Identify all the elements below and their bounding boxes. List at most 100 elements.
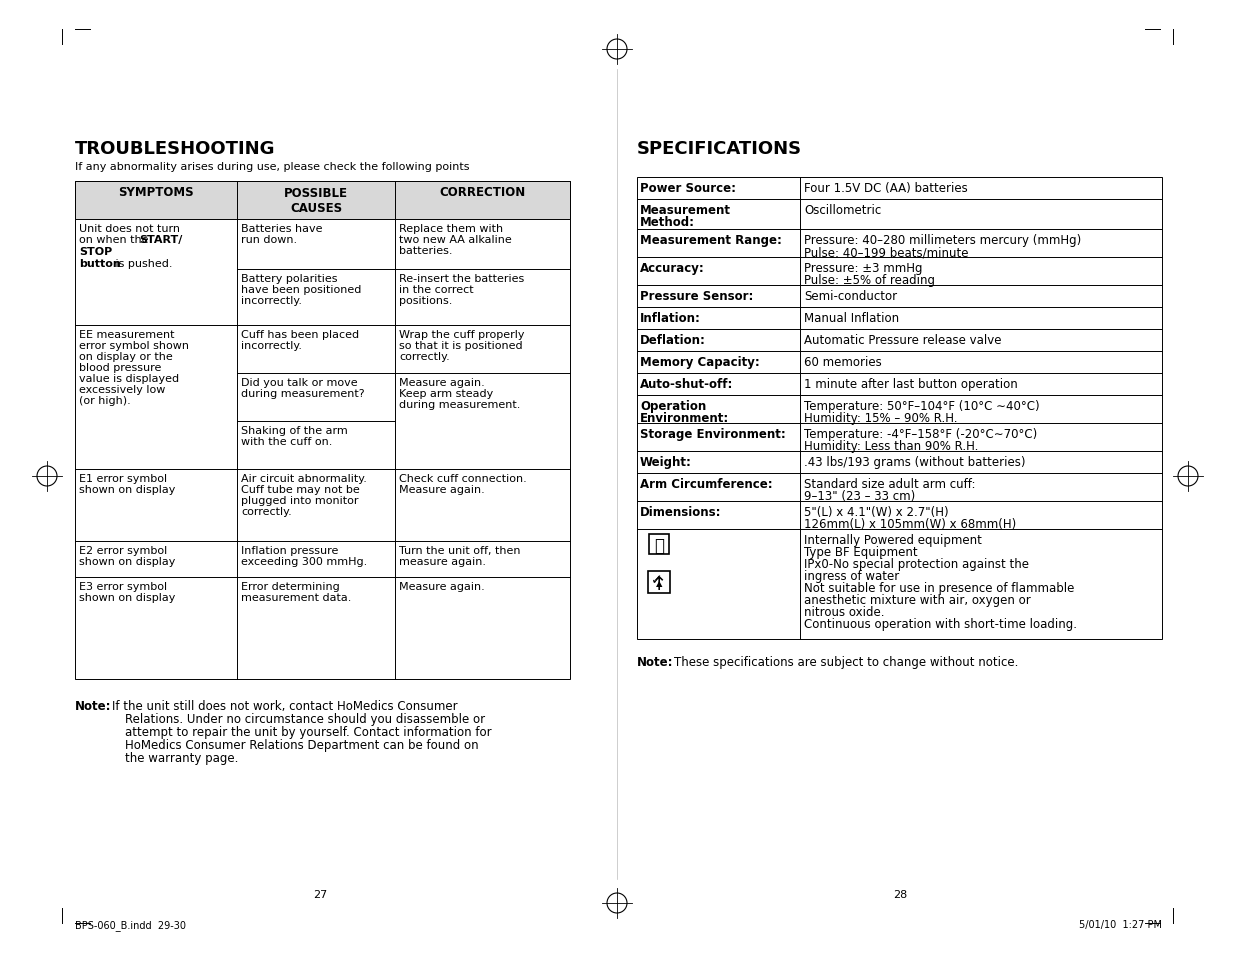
Text: Wrap the cuff properly: Wrap the cuff properly [399, 330, 525, 339]
Text: .43 lbs/193 grams (without batteries): .43 lbs/193 grams (without batteries) [804, 456, 1025, 469]
Text: two new AA alkaline: two new AA alkaline [399, 234, 511, 245]
Text: Inflation:: Inflation: [640, 312, 701, 325]
Text: excessively low: excessively low [79, 385, 165, 395]
Text: Pressure: ±3 mmHg: Pressure: ±3 mmHg [804, 262, 923, 274]
Text: Manual Inflation: Manual Inflation [804, 312, 899, 325]
Text: STOP: STOP [79, 247, 112, 256]
Text: Temperature: 50°F–104°F (10°C ∼40°C): Temperature: 50°F–104°F (10°C ∼40°C) [804, 399, 1040, 413]
Text: Deflation:: Deflation: [640, 334, 706, 347]
Text: Humidity: 15% – 90% R.H.: Humidity: 15% – 90% R.H. [804, 412, 957, 424]
Text: SPECIFICATIONS: SPECIFICATIONS [637, 140, 802, 158]
Text: Internally Powered equipment: Internally Powered equipment [804, 534, 982, 546]
Text: 27: 27 [312, 889, 327, 899]
Text: HoMedics Consumer Relations Department can be found on: HoMedics Consumer Relations Department c… [125, 739, 479, 751]
Text: E2 error symbol: E2 error symbol [79, 545, 167, 556]
Text: Turn the unit off, then: Turn the unit off, then [399, 545, 520, 556]
Text: Not suitable for use in presence of flammable: Not suitable for use in presence of flam… [804, 581, 1074, 595]
Text: Measure again.: Measure again. [399, 484, 485, 495]
Text: Note:: Note: [637, 656, 673, 668]
Text: Storage Environment:: Storage Environment: [640, 428, 785, 440]
Text: exceeding 300 mmHg.: exceeding 300 mmHg. [241, 557, 367, 566]
Text: Measurement Range:: Measurement Range: [640, 233, 782, 247]
Text: 5"(L) x 4.1"(W) x 2.7"(H): 5"(L) x 4.1"(W) x 2.7"(H) [804, 505, 948, 518]
Text: Measure again.: Measure again. [399, 581, 485, 592]
Text: SYMPTOMS: SYMPTOMS [119, 186, 194, 199]
Text: run down.: run down. [241, 234, 298, 245]
Text: measurement data.: measurement data. [241, 593, 352, 602]
Text: Check cuff connection.: Check cuff connection. [399, 474, 527, 483]
Text: CORRECTION: CORRECTION [438, 186, 525, 199]
Text: Four 1.5V DC (AA) batteries: Four 1.5V DC (AA) batteries [804, 182, 968, 194]
Text: positions.: positions. [399, 295, 452, 306]
Text: during measurement.: during measurement. [399, 399, 520, 410]
Text: during measurement?: during measurement? [241, 389, 364, 398]
Text: Relations. Under no circumstance should you disassemble or: Relations. Under no circumstance should … [125, 712, 485, 725]
Text: so that it is positioned: so that it is positioned [399, 340, 522, 351]
Text: shown on display: shown on display [79, 557, 175, 566]
Text: the warranty page.: the warranty page. [125, 751, 238, 764]
Text: START/: START/ [140, 234, 183, 245]
Text: Air circuit abnormality.: Air circuit abnormality. [241, 474, 367, 483]
Text: correctly.: correctly. [241, 506, 291, 517]
Text: ingress of water: ingress of water [804, 569, 899, 582]
Text: Accuracy:: Accuracy: [640, 262, 705, 274]
Text: is pushed.: is pushed. [112, 258, 173, 269]
Text: BPS-060_B.indd  29-30: BPS-060_B.indd 29-30 [75, 919, 186, 930]
Text: Memory Capacity:: Memory Capacity: [640, 355, 760, 369]
Text: If any abnormality arises during use, please check the following points: If any abnormality arises during use, pl… [75, 162, 469, 172]
Text: Oscillometric: Oscillometric [804, 204, 882, 216]
Text: 28: 28 [893, 889, 908, 899]
Text: Keep arm steady: Keep arm steady [399, 389, 493, 398]
Text: Auto-shut-off:: Auto-shut-off: [640, 377, 734, 391]
Text: EE measurement: EE measurement [79, 330, 174, 339]
Text: Cuff tube may not be: Cuff tube may not be [241, 484, 359, 495]
Text: shown on display: shown on display [79, 593, 175, 602]
Bar [75, 182, 571, 679]
Bar [648, 572, 671, 594]
Text: Type BF Equipment: Type BF Equipment [804, 545, 918, 558]
Text: Inflation pressure: Inflation pressure [241, 545, 338, 556]
Text: shown on display: shown on display [79, 484, 175, 495]
Text: correctly.: correctly. [399, 352, 450, 361]
Text: Power Source:: Power Source: [640, 182, 736, 194]
Text: batteries.: batteries. [399, 246, 452, 255]
Text: Measurement: Measurement [640, 204, 731, 216]
Text: Unit does not turn: Unit does not turn [79, 224, 180, 233]
Text: measure again.: measure again. [399, 557, 487, 566]
Text: 1 minute after last button operation: 1 minute after last button operation [804, 377, 1018, 391]
Text: have been positioned: have been positioned [241, 285, 362, 294]
Text: Weight:: Weight: [640, 456, 692, 469]
Text: E3 error symbol: E3 error symbol [79, 581, 167, 592]
Text: Dimensions:: Dimensions: [640, 505, 721, 518]
Text: attempt to repair the unit by yourself. Contact information for: attempt to repair the unit by yourself. … [125, 725, 492, 739]
Text: Cuff has been placed: Cuff has been placed [241, 330, 359, 339]
Text: Pulse: 40–199 beats/minute: Pulse: 40–199 beats/minute [804, 246, 968, 258]
Text: If the unit still does not work, contact HoMedics Consumer: If the unit still does not work, contact… [112, 700, 458, 712]
Text: anesthetic mixture with air, oxygen or: anesthetic mixture with air, oxygen or [804, 594, 1031, 606]
Bar [637, 178, 1162, 639]
Text: value is displayed: value is displayed [79, 374, 179, 384]
Text: blood pressure: blood pressure [79, 363, 162, 373]
Text: Operation: Operation [640, 399, 706, 413]
Text: Shaking of the arm: Shaking of the arm [241, 426, 348, 436]
Text: Error determining: Error determining [241, 581, 340, 592]
Text: Pulse: ±5% of reading: Pulse: ±5% of reading [804, 274, 935, 287]
Text: button: button [79, 258, 121, 269]
Bar [75, 182, 571, 220]
Text: Re-insert the batteries: Re-insert the batteries [399, 274, 524, 284]
Text: E1 error symbol: E1 error symbol [79, 474, 167, 483]
Bar [650, 535, 669, 555]
Text: Semi-conductor: Semi-conductor [804, 290, 897, 303]
Text: Measure again.: Measure again. [399, 377, 485, 388]
Text: 5/01/10  1:27 PM: 5/01/10 1:27 PM [1079, 919, 1162, 929]
Text: incorrectly.: incorrectly. [241, 295, 303, 306]
Text: Standard size adult arm cuff:: Standard size adult arm cuff: [804, 477, 976, 491]
Text: IPx0-No special protection against the: IPx0-No special protection against the [804, 558, 1029, 571]
Text: 9–13" (23 – 33 cm): 9–13" (23 – 33 cm) [804, 490, 915, 502]
Text: Continuous operation with short-time loading.: Continuous operation with short-time loa… [804, 618, 1077, 630]
Text: 126mm(L) x 105mm(W) x 68mm(H): 126mm(L) x 105mm(W) x 68mm(H) [804, 517, 1016, 531]
Text: in the correct: in the correct [399, 285, 474, 294]
Text: Humidity: Less than 90% R.H.: Humidity: Less than 90% R.H. [804, 439, 978, 453]
Text: ⩑: ⩑ [655, 537, 664, 555]
Text: POSSIBLE
CAUSES: POSSIBLE CAUSES [284, 187, 348, 214]
